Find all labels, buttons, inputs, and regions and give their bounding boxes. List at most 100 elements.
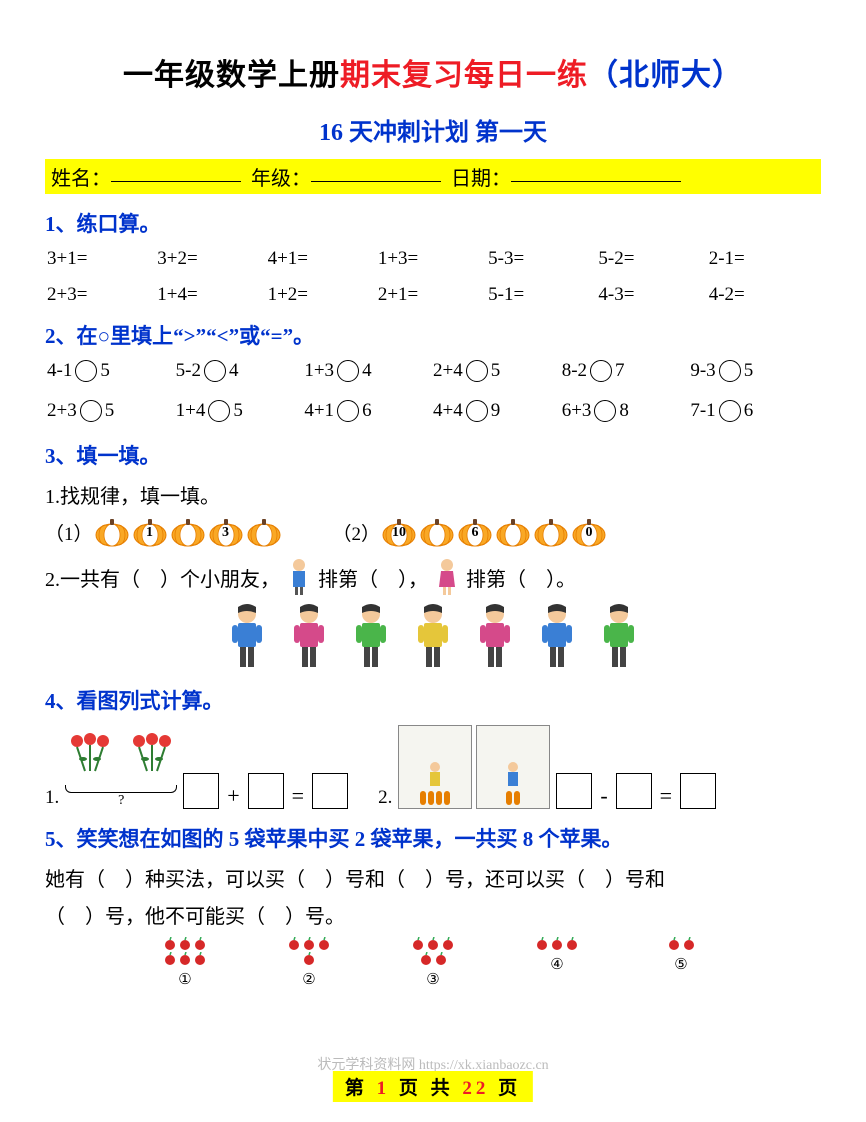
subtitle: 16 天冲刺计划 第一天	[45, 112, 821, 147]
grade-blank[interactable]	[311, 162, 441, 182]
answer-box[interactable]	[248, 773, 284, 809]
title-part2: 期末复习每日一练	[340, 59, 588, 92]
compare-problem: 4+49	[433, 400, 562, 422]
compare-circle[interactable]	[204, 360, 226, 382]
footer-t2: 页 共	[399, 1078, 454, 1099]
eq-op: =	[660, 783, 672, 809]
apple-groups: ① ② ③ ④ ⑤	[45, 937, 821, 989]
q4-title: 4、看图列式计算。	[45, 685, 821, 715]
flower-icon	[127, 731, 177, 783]
pumpkin-icon: 3	[208, 517, 244, 547]
pumpkin-icon	[246, 517, 282, 547]
q1-title: 1、练口算。	[45, 208, 821, 238]
apple-bag: ③	[406, 937, 460, 989]
pumpkin-icon: 6	[457, 517, 493, 547]
arithmetic-problem: 4+1=	[268, 248, 378, 270]
compare-circle[interactable]	[466, 360, 488, 382]
compare-circle[interactable]	[337, 360, 359, 382]
answer-box[interactable]	[616, 773, 652, 809]
compare-problem: 1+45	[176, 400, 305, 422]
q5-line1: 她有（ ）种买法，可以买（ ）号和（ ）号，还可以买（ ）号和	[45, 863, 821, 892]
apple-bag: ⑤	[654, 937, 708, 989]
footer-t3: 页	[498, 1078, 521, 1099]
pumpkin-icon: 1	[132, 517, 168, 547]
compare-circle[interactable]	[75, 360, 97, 382]
q4-problems: 1. ? + = 2. - =	[45, 725, 821, 809]
answer-box[interactable]	[312, 773, 348, 809]
arithmetic-problem: 2+1=	[378, 284, 488, 306]
footer-n1: 1	[377, 1078, 391, 1099]
arithmetic-problem: 1+4=	[157, 284, 267, 306]
q5-title: 5、笑笑想在如图的 5 袋苹果中买 2 袋苹果，一共买 8 个苹果。	[45, 823, 821, 853]
q4-label1: 1.	[45, 787, 59, 809]
compare-problem: 2+35	[47, 400, 176, 422]
q1-row1: 3+1=3+2=4+1=1+3=5-3=5-2=2-1=	[45, 248, 821, 270]
compare-circle[interactable]	[594, 400, 616, 422]
plus-op: +	[227, 783, 239, 809]
kid-icon	[350, 603, 392, 671]
q2-title: 2、在○里填上“>”“<”或“=”。	[45, 320, 821, 350]
compare-problem: 1+34	[304, 360, 433, 382]
kid-icon-girl	[434, 557, 460, 597]
title-part3: （北师大）	[588, 59, 743, 92]
pumpkin-icon	[533, 517, 569, 547]
compare-circle[interactable]	[719, 360, 741, 382]
bag-number: ①	[158, 970, 212, 989]
compare-problem: 6+38	[562, 400, 691, 422]
pumpkin-icon: 10	[381, 517, 417, 547]
arithmetic-problem: 4-3=	[598, 284, 708, 306]
seq2-label: （2）	[333, 519, 381, 546]
compare-circle[interactable]	[208, 400, 230, 422]
compare-problem: 9-35	[690, 360, 819, 382]
arithmetic-problem: 2+3=	[47, 284, 157, 306]
arithmetic-problem: 3+1=	[47, 248, 157, 270]
q2-row2: 2+351+454+164+496+387-16	[45, 400, 821, 422]
kid-icon	[412, 603, 454, 671]
minus-op: -	[600, 783, 607, 809]
bag-number: ⑤	[654, 955, 708, 974]
bag-number: ②	[282, 970, 336, 989]
info-bar: 姓名： 年级： 日期：	[45, 159, 821, 194]
footer-n2: 22	[462, 1078, 489, 1099]
q3-sub2-b: 排第（ ），	[318, 563, 428, 592]
flowers-icon: ?	[65, 731, 177, 809]
pumpkin-icon	[495, 517, 531, 547]
kid-icon	[536, 603, 578, 671]
answer-box[interactable]	[556, 773, 592, 809]
compare-problem: 7-16	[690, 400, 819, 422]
arithmetic-problem: 5-3=	[488, 248, 598, 270]
pumpkin-icon	[419, 517, 455, 547]
apple-bag: ①	[158, 937, 212, 989]
date-label: 日期：	[451, 162, 511, 191]
compare-circle[interactable]	[80, 400, 102, 422]
arithmetic-problem: 4-2=	[709, 284, 819, 306]
footer-t1: 第	[345, 1078, 368, 1099]
q3-sub2: 2.一共有（ ）个小朋友， 排第（ ）， 排第（ ）。	[45, 557, 821, 597]
compare-problem: 4+16	[304, 400, 433, 422]
q3-sub2-c: 排第（ ）。	[466, 563, 576, 592]
compare-circle[interactable]	[590, 360, 612, 382]
compare-problem: 2+45	[433, 360, 562, 382]
name-label: 姓名：	[51, 162, 111, 191]
kid-icon	[288, 603, 330, 671]
name-blank[interactable]	[111, 162, 241, 182]
q1-row2: 2+3=1+4=1+2=2+1=5-1=4-3=4-2=	[45, 284, 821, 306]
bag-number: ④	[530, 955, 584, 974]
bag-number: ③	[406, 970, 460, 989]
q3-title: 3、填一填。	[45, 440, 821, 470]
compare-circle[interactable]	[337, 400, 359, 422]
arithmetic-problem: 3+2=	[157, 248, 267, 270]
page-footer: 第 1 页 共 22 页	[333, 1071, 533, 1102]
compare-circle[interactable]	[466, 400, 488, 422]
date-blank[interactable]	[511, 162, 681, 182]
shop-icons	[398, 725, 550, 809]
kids-lineup	[45, 603, 821, 671]
answer-box[interactable]	[680, 773, 716, 809]
eq-op: =	[292, 783, 304, 809]
compare-circle[interactable]	[719, 400, 741, 422]
flower-icon	[65, 731, 115, 783]
q3-sub1: 1.找规律，填一填。	[45, 480, 821, 509]
kid-icon	[598, 603, 640, 671]
grade-label: 年级：	[251, 162, 311, 191]
answer-box[interactable]	[183, 773, 219, 809]
